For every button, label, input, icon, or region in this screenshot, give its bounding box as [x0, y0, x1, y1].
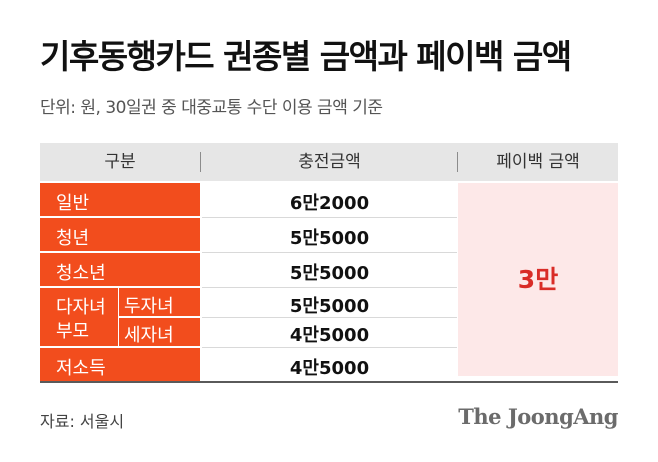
fare-table: 구분 충전금액 페이백 금액 일반 청년 청소년 다자녀 부모 두자녀 세자녀 …: [40, 143, 618, 383]
source-note: 자료: 서울시: [40, 412, 125, 431]
payback-amount: 3만: [517, 265, 559, 294]
category-label-multi-child-line1: 다자녀: [56, 297, 106, 318]
row-divider: [202, 287, 457, 288]
page-title: 기후동행카드 권종별 금액과 페이백 금액: [40, 37, 572, 76]
table-bottom-rule: [40, 381, 618, 383]
category-cell: [40, 183, 200, 216]
table-header: [40, 143, 618, 181]
publisher-logo: The JoongAng: [458, 404, 618, 429]
category-cell: [40, 218, 200, 251]
row-divider: [202, 252, 457, 253]
subcategory-label-three-children: 세자녀: [124, 325, 174, 346]
charge-amount: 5만5000: [289, 296, 370, 317]
category-label-multi-child-line2: 부모: [56, 321, 90, 342]
payback-cell: [458, 183, 618, 376]
charge-amount: 5만5000: [289, 263, 370, 284]
charge-amount: 6만2000: [289, 193, 370, 214]
header-divider: [457, 152, 458, 172]
subcategory-label-two-children: 두자녀: [124, 296, 174, 317]
header-charge-amount: 충전금액: [298, 152, 361, 172]
row-divider: [202, 317, 457, 318]
header-category: 구분: [104, 152, 136, 172]
category-label-teen: 청소년: [56, 263, 106, 284]
category-label-low-income: 저소득: [56, 358, 106, 379]
category-label-youth: 청년: [56, 228, 90, 249]
header-payback-amount: 페이백 금액: [496, 152, 580, 172]
header-divider: [200, 152, 201, 172]
subcategory-divider: [118, 288, 119, 346]
unit-note: 단위: 원, 30일권 중 대중교통 수단 이용 금액 기준: [40, 98, 383, 118]
category-cell: [40, 253, 200, 286]
category-label-general: 일반: [56, 193, 90, 214]
row-divider: [202, 217, 457, 218]
charge-amount: 4만5000: [289, 325, 370, 346]
charge-amount: 4만5000: [289, 358, 370, 379]
category-cell: [40, 348, 200, 381]
subcategory-divider: [119, 316, 200, 318]
charge-amount: 5만5000: [289, 228, 370, 249]
row-divider: [202, 347, 457, 348]
